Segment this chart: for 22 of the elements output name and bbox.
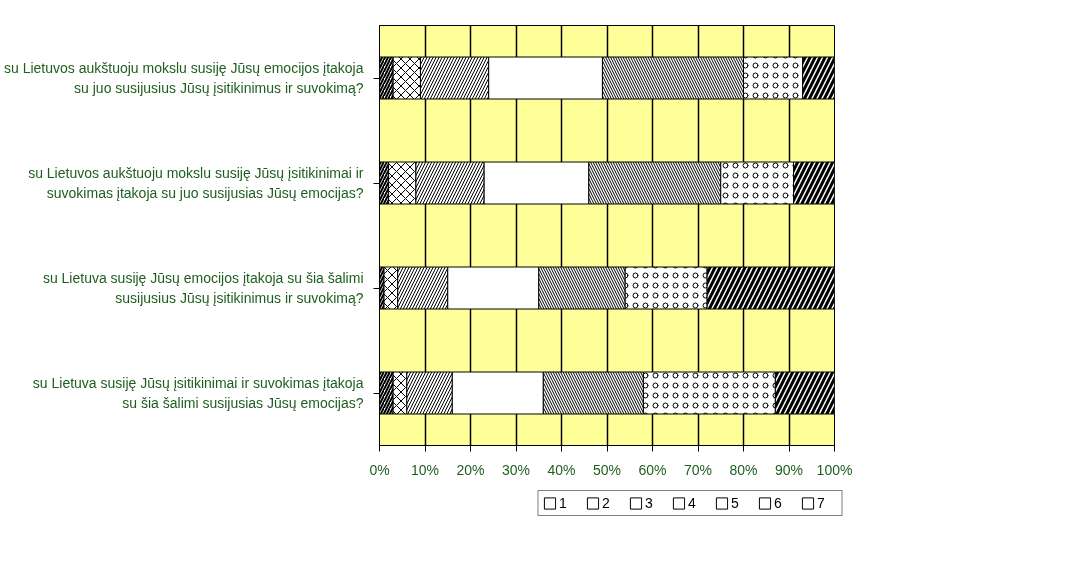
- x-tick-label: 0%: [369, 461, 390, 478]
- x-tick-label: 40%: [547, 461, 576, 478]
- x-tick-label: 10%: [410, 461, 440, 478]
- x-tick-label: 60%: [638, 461, 667, 478]
- legend-label: 3: [645, 494, 654, 511]
- x-tick-label: 70%: [683, 461, 713, 478]
- x-tick-label: 100%: [816, 461, 853, 478]
- x-tick-label: 50%: [592, 461, 622, 478]
- legend-label: 2: [602, 494, 611, 511]
- y-tick-label: su Lietuva susiję Jūsų įsitikinimai ir suvokimas įtakoja su šia šalimi susijusias Jūsų emocijas?: [32, 375, 364, 411]
- legend-label: 1: [559, 494, 568, 511]
- legend-label: 6: [774, 494, 783, 511]
- y-tick-label: su Lietuvos aukštuoju mokslu susiję Jūsų emocijos įtakoja su juo susijusius Jūsų įsitikinimus ir suvokimą?: [3, 60, 364, 96]
- y-tick-label: su Lietuvos aukštuoju mokslu susiję Jūsų įsitikinimai ir suvokimas įtakoja su juo susijusias Jūsų emocijas?: [28, 165, 364, 201]
- legend-label: 4: [688, 494, 697, 511]
- legend-label: 7: [817, 494, 826, 511]
- legend-label: 5: [731, 494, 740, 511]
- y-tick-label: su Lietuva susiję Jūsų emocijos įtakoja su šia šalimi susijusius Jūsų įsitikinimus ir suvokimą?: [42, 270, 364, 306]
- x-tick-label: 80%: [729, 461, 758, 478]
- x-tick-label: 90%: [774, 461, 804, 478]
- x-tick-label: 20%: [456, 461, 485, 478]
- x-tick-label: 30%: [501, 461, 531, 478]
